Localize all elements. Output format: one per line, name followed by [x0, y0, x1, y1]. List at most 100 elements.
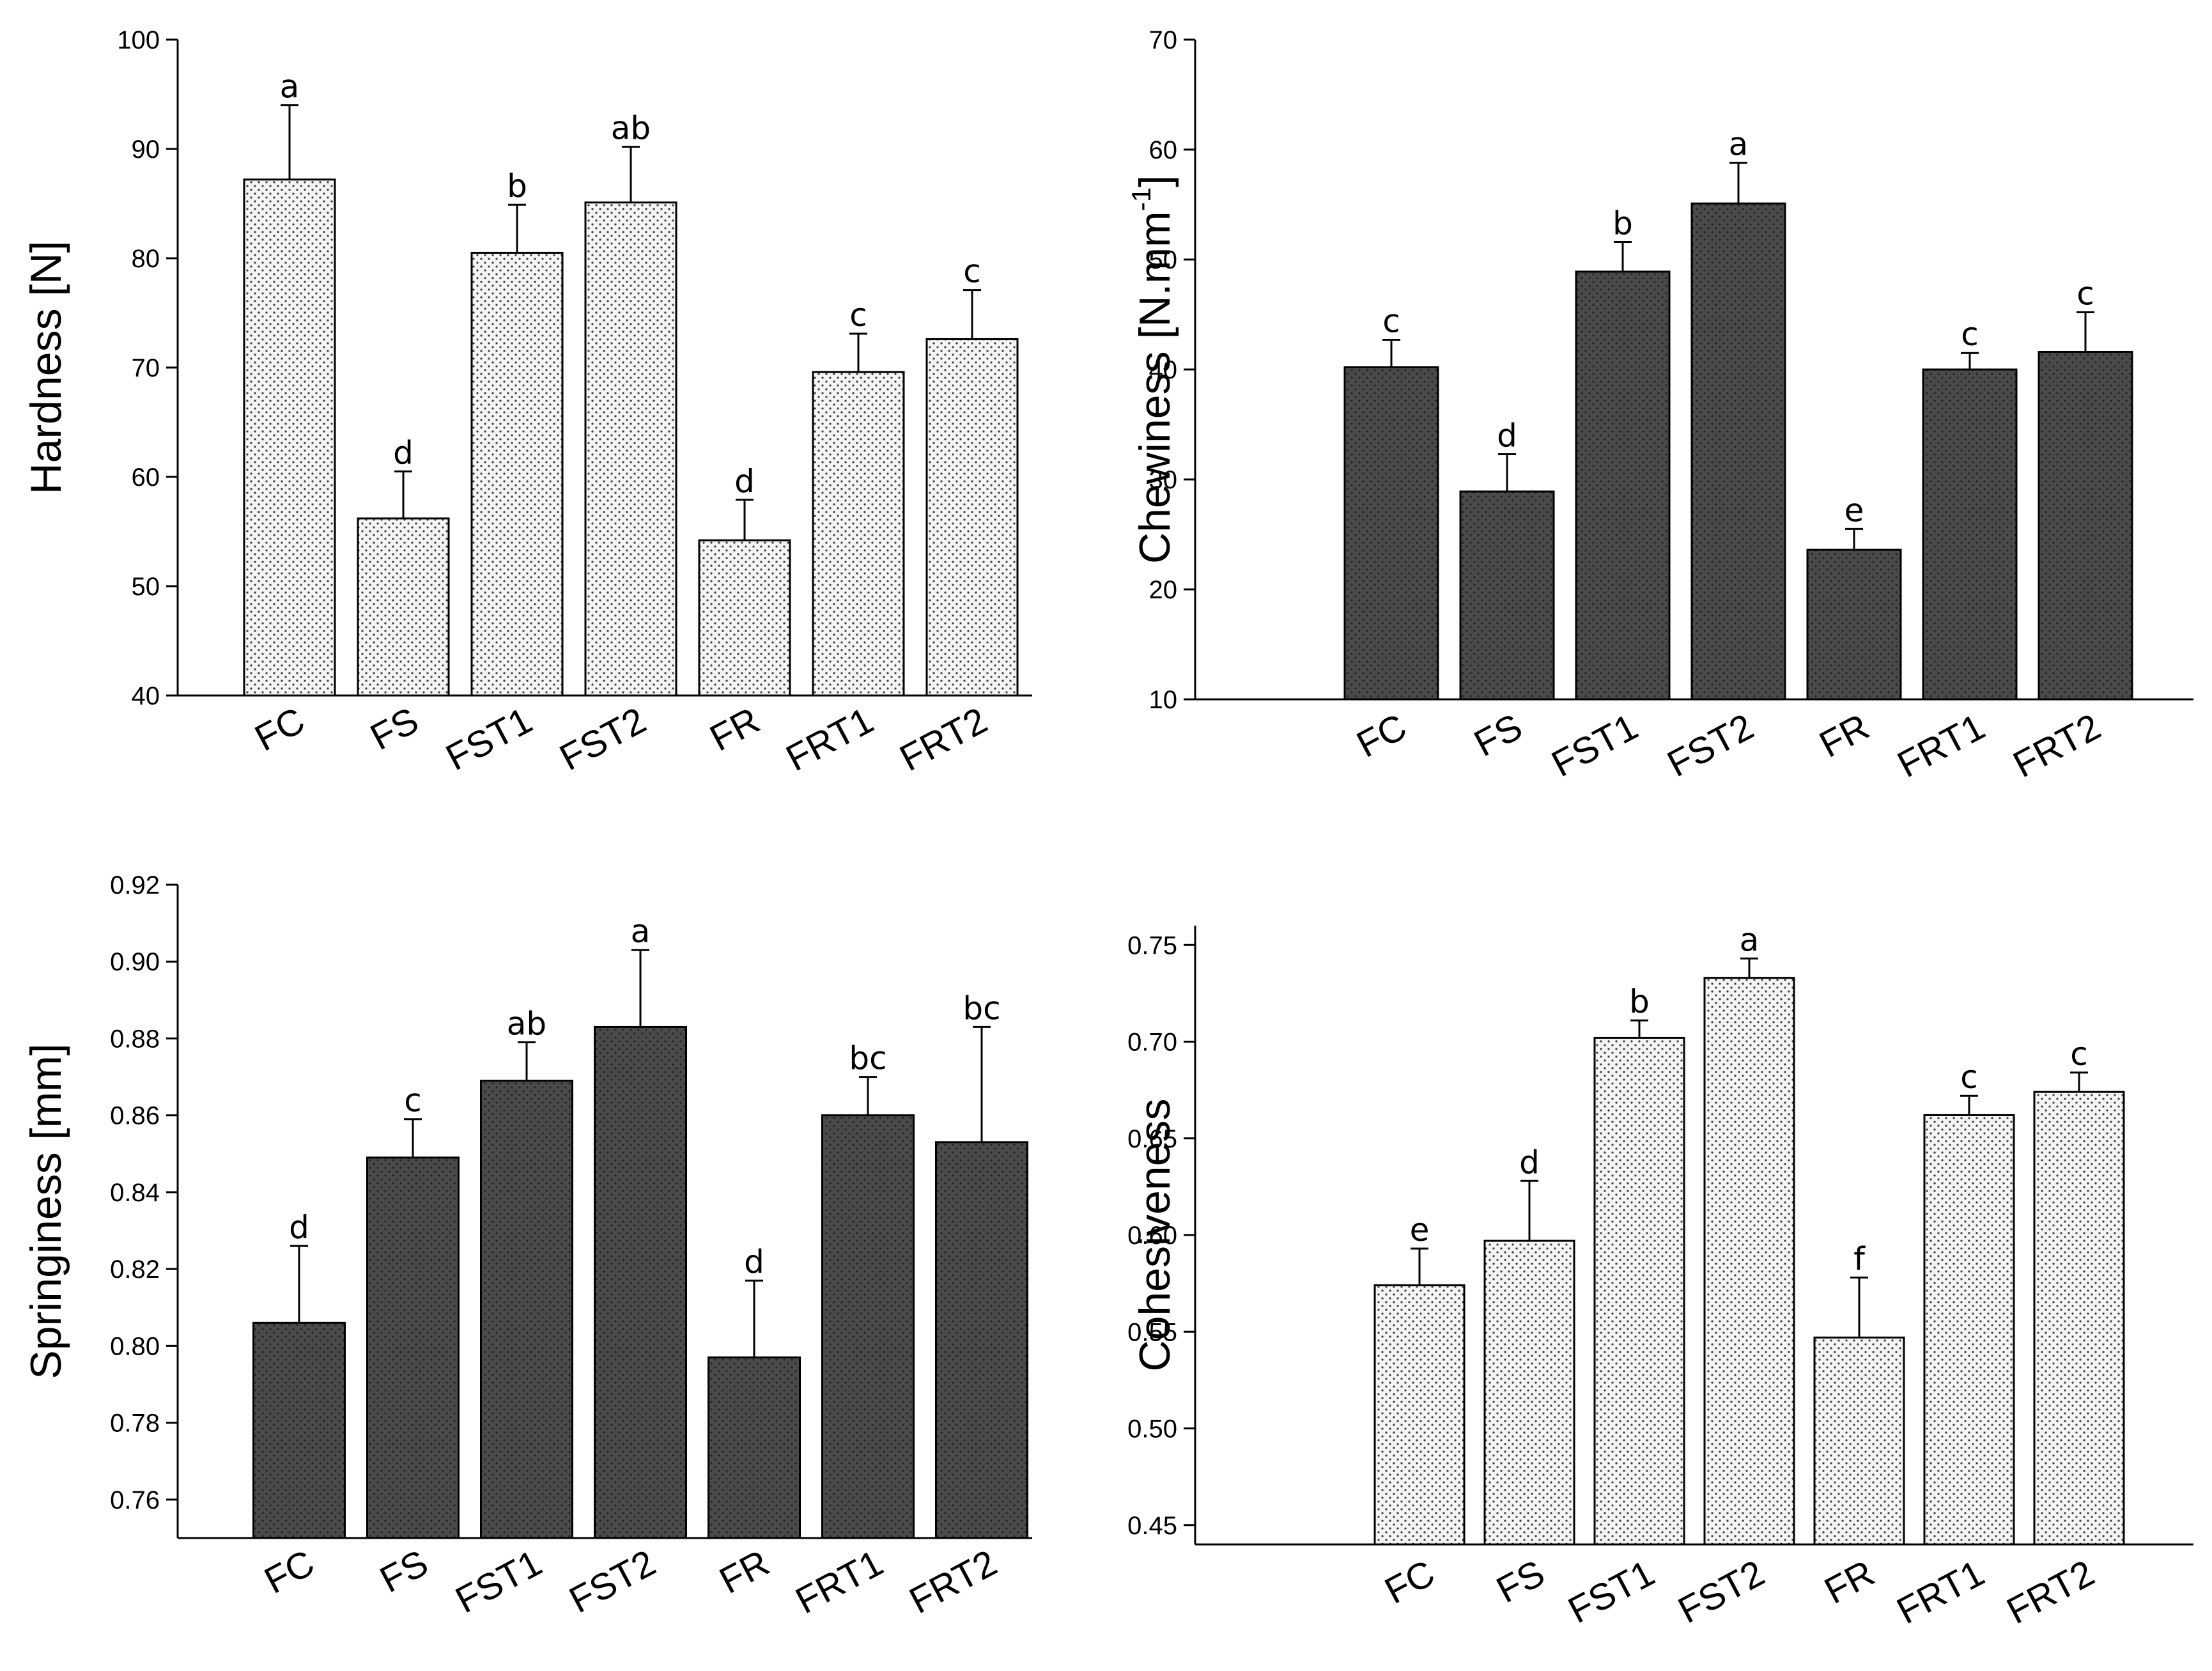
x-category-label: FST2	[562, 1542, 662, 1621]
y-axis-title-suffix: ]	[1131, 175, 1179, 187]
y-tick-label: 60	[1149, 136, 1178, 164]
y-tick-label: 0.65	[1127, 1125, 1177, 1153]
bar-fst1	[1575, 270, 1671, 701]
significance-label: f	[1853, 1241, 1866, 1278]
bar-fst2	[594, 1025, 687, 1539]
x-category-label: FRT2	[2000, 1552, 2101, 1632]
x-category-label: FC	[1378, 1552, 1441, 1612]
y-axis-title-text: Chewiness [N.mm	[1131, 211, 1179, 564]
bar-fs	[1459, 490, 1555, 701]
x-category-label: FST1	[1545, 706, 1644, 785]
y-tick-label: 0.86	[110, 1102, 160, 1130]
significance-label: bc	[849, 1040, 886, 1077]
y-tick-label: 0.82	[110, 1255, 160, 1284]
bar-fr	[1813, 1336, 1905, 1546]
significance-label: bc	[963, 990, 1000, 1027]
cohesiveness-chart: 0.45 0.50 0.55 0.60 0.65 0.70 0.75 Cohesiveness…	[1127, 921, 2193, 1632]
x-category-label: FST2	[1660, 706, 1760, 785]
y-tick-label: 0.84	[110, 1179, 160, 1207]
y-tick-label: 0.45	[1127, 1512, 1177, 1540]
significance-label: e	[1845, 492, 1864, 529]
chewiness-chart: 10 20 30 40 50 60 70 Chewiness [N.mm-1] c FC d FS b F…	[1126, 26, 2193, 786]
y-tick-label: 0.76	[110, 1486, 160, 1514]
y-tick-label: 0.90	[110, 948, 160, 976]
hardness-chart: 40 50 60 70 80 90 100 Hardness [N] a FC d FS b FST1 ab…	[22, 26, 1032, 779]
x-category-label: FST1	[439, 699, 539, 779]
y-axis-title: Cohesiveness	[1131, 1098, 1179, 1371]
y-tick-label: 0.70	[1127, 1029, 1177, 1057]
x-category-label: FST2	[1671, 1552, 1771, 1631]
x-category-label: FST1	[449, 1542, 548, 1621]
bar-frt1	[1923, 1114, 2015, 1546]
bar-fc	[243, 178, 336, 697]
y-axis-title-text: Springiness [mm]	[22, 1043, 70, 1379]
significance-label: c	[963, 253, 981, 290]
bar-fs	[357, 517, 450, 697]
significance-label: b	[1613, 205, 1633, 242]
y-tick-label: 0.92	[110, 871, 160, 899]
bar-frt2	[935, 1141, 1028, 1539]
y-tick-label: 50	[132, 573, 160, 601]
significance-label: ab	[507, 1005, 546, 1042]
bar-frt2	[2038, 350, 2133, 701]
bar-fst2	[584, 201, 677, 697]
bar-fc	[252, 1321, 346, 1539]
bar-frt1	[1922, 368, 2018, 701]
y-tick-label: 80	[132, 245, 160, 273]
bar-frt1	[812, 371, 905, 697]
x-category-label: FRT2	[902, 1542, 1003, 1622]
significance-label: c	[1961, 316, 1979, 353]
bar-fst2	[1690, 202, 1786, 701]
bar-fs	[1483, 1240, 1575, 1546]
y-axis-title: Hardness [N]	[22, 241, 70, 495]
significance-label: c	[1960, 1059, 1978, 1096]
bar-fst1	[1593, 1036, 1685, 1546]
significance-label: d	[1519, 1144, 1540, 1181]
x-category-label: FRT1	[789, 1542, 890, 1622]
significance-label: d	[744, 1243, 764, 1280]
x-category-label: FRT1	[1891, 706, 1992, 786]
bar-fc	[1373, 1284, 1466, 1546]
bar-fc	[1343, 366, 1439, 701]
significance-label: c	[849, 297, 867, 334]
x-category-label: FR	[1813, 706, 1876, 766]
y-tick-label: 40	[132, 682, 160, 710]
significance-label: c	[2077, 276, 2094, 313]
y-tick-label: 70	[132, 354, 160, 382]
x-category-label: FRT2	[2006, 706, 2107, 786]
x-category-label: FR	[1818, 1552, 1881, 1612]
x-category-label: FR	[703, 699, 766, 759]
y-axis-title-text: Cohesiveness	[1131, 1098, 1179, 1371]
x-category-label: FST2	[553, 699, 653, 779]
y-tick-label: 0.78	[110, 1410, 160, 1438]
y-tick-label: 0.55	[1127, 1318, 1177, 1346]
bar-frt2	[2033, 1091, 2125, 1546]
significance-label: a	[631, 913, 651, 950]
significance-label: a	[1729, 126, 1749, 163]
y-tick-label: 0.75	[1127, 931, 1177, 960]
significance-label: d	[393, 434, 414, 471]
bar-fr	[708, 1356, 801, 1539]
x-category-label: FS	[373, 1542, 435, 1601]
significance-label: a	[1740, 921, 1760, 958]
significance-label: d	[1497, 417, 1517, 454]
significance-label: b	[1629, 983, 1650, 1020]
x-category-label: FC	[1350, 706, 1413, 766]
significance-label: c	[1382, 303, 1400, 340]
bar-fr	[1806, 548, 1902, 701]
x-category-label: FS	[1467, 706, 1529, 765]
significance-label: a	[280, 68, 300, 105]
x-category-label: FS	[1490, 1552, 1551, 1611]
bar-fs	[366, 1156, 460, 1539]
bar-frt2	[925, 338, 1019, 697]
x-category-label: FRT2	[893, 699, 994, 779]
x-category-label: FC	[258, 1542, 321, 1602]
x-category-label: FRT1	[1890, 1552, 1991, 1632]
x-category-label: FR	[713, 1542, 776, 1602]
significance-label: e	[1410, 1211, 1430, 1248]
y-tick-label: 50	[1149, 246, 1178, 274]
y-tick-label: 10	[1149, 686, 1178, 714]
significance-label: ab	[611, 110, 651, 147]
y-tick-label: 20	[1149, 576, 1178, 604]
